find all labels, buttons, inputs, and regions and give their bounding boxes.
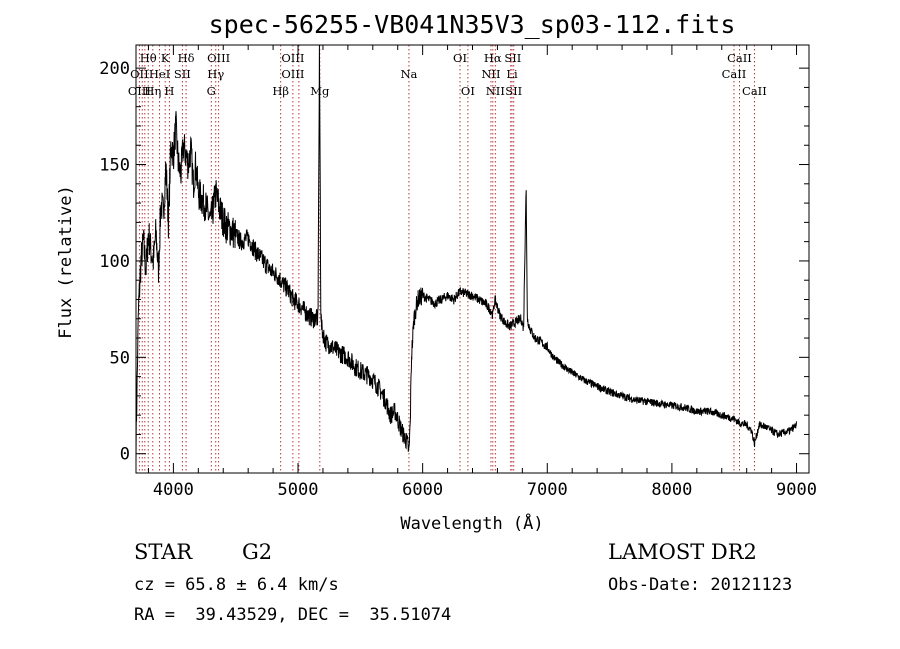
spectral-subclass: G2 <box>242 540 272 564</box>
line-label-Hγ: Hγ <box>207 67 224 81</box>
line-label-SII: SII <box>504 51 521 65</box>
line-label-Hα: Hα <box>484 51 502 65</box>
axis-ticks: 4000 5000 6000 7000 8000 9000 0 50 100 150 200 <box>99 45 817 500</box>
line-label-G: G <box>207 84 216 98</box>
line-label-OIII: OIII <box>281 51 304 65</box>
line-label-OIII: OIII <box>207 51 230 65</box>
line-label-SII: SII <box>174 67 191 81</box>
x-tick-label: 8000 <box>651 480 692 500</box>
x-axis-label: Wavelength (Å) <box>400 512 543 534</box>
line-label-Na: Na <box>400 67 417 81</box>
x-tick-label: 4000 <box>153 480 194 500</box>
line-label-Hδ: Hδ <box>178 51 195 65</box>
line-label-CaII: CaII <box>742 84 767 98</box>
line-label-NII: NII <box>481 67 500 81</box>
spectrum-line <box>135 44 797 462</box>
line-label-Hβ: Hβ <box>272 84 289 98</box>
x-tick-label: 7000 <box>527 480 568 500</box>
observation-date: Obs-Date: 20121123 <box>608 575 792 595</box>
line-label-Li: Li <box>506 67 518 81</box>
x-tick-label: 6000 <box>402 480 443 500</box>
y-tick-label: 150 <box>99 156 130 176</box>
line-label-SII: SII <box>505 84 522 98</box>
spectrum-series <box>135 44 797 462</box>
line-label-OI: OI <box>453 51 467 65</box>
chart-title: spec-56255-VB041N35V3_sp03-112.fits <box>209 10 736 39</box>
redshift-cz: cz = 65.8 ± 6.4 km/s <box>134 575 339 595</box>
line-label-OIII: OIII <box>281 67 304 81</box>
line-label-Hθ: Hθ <box>140 51 157 65</box>
y-tick-label: 100 <box>99 252 130 272</box>
y-tick-label: 0 <box>120 445 130 465</box>
emission-line-markers <box>138 45 755 473</box>
line-label-CaII: CaII <box>722 67 747 81</box>
x-tick-label: 5000 <box>278 480 319 500</box>
survey-release: LAMOST DR2 <box>608 540 757 564</box>
y-axis-label: Flux (relative) <box>56 185 76 339</box>
line-label-H: H <box>164 84 174 98</box>
line-label-OI: OI <box>461 84 475 98</box>
line-label-OII: OII <box>130 67 149 81</box>
line-label-CaII: CaII <box>727 51 752 65</box>
object-class: STAR <box>134 540 193 564</box>
coordinates: RA = 39.43529, DEC = 35.51074 <box>134 605 451 625</box>
y-tick-label: 200 <box>99 59 130 79</box>
line-label-HeI: HeI <box>149 67 170 81</box>
y-tick-label: 50 <box>110 348 130 368</box>
line-label-OIII: OIII <box>128 84 151 98</box>
line-label-K: K <box>161 51 170 65</box>
x-tick-label: 9000 <box>776 480 817 500</box>
line-label-Hη: Hη <box>144 84 161 98</box>
line-label-NII: NII <box>486 84 505 98</box>
